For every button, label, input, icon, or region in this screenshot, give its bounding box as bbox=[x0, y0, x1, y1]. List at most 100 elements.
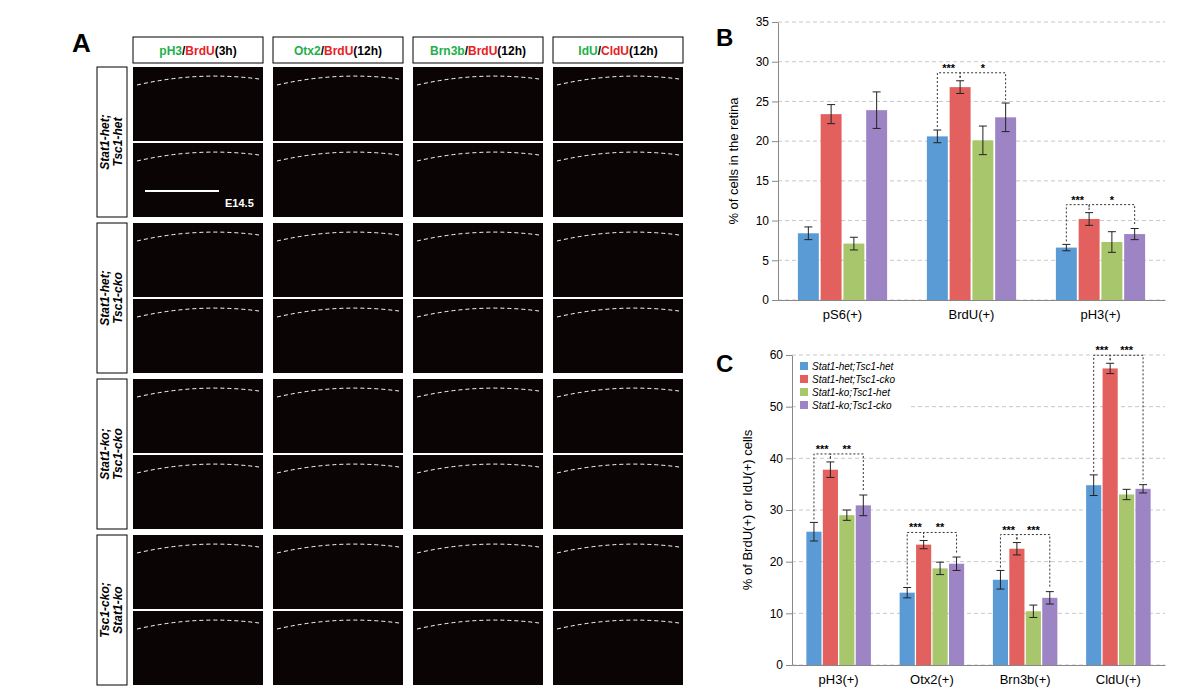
axis-line bbox=[792, 356, 793, 666]
significance-bracket bbox=[1094, 355, 1110, 472]
axis-line bbox=[793, 665, 1166, 666]
bar bbox=[839, 515, 854, 665]
micrograph bbox=[553, 67, 683, 141]
scale-bar bbox=[145, 190, 219, 192]
bar bbox=[843, 244, 864, 300]
significance-bracket bbox=[1066, 205, 1089, 242]
plot-marks bbox=[798, 81, 1145, 300]
y-axis-title: % of cells in the retina bbox=[726, 97, 741, 225]
grid-line bbox=[778, 101, 1165, 102]
micrograph bbox=[133, 223, 263, 297]
tick-mark bbox=[772, 101, 778, 102]
legend-background bbox=[797, 358, 909, 414]
retina-edge bbox=[557, 308, 679, 317]
error-bar bbox=[843, 510, 851, 520]
retina-edge bbox=[557, 464, 679, 473]
legend-label: Stat1-ko;Tsc1-het bbox=[812, 387, 891, 398]
retina-edge bbox=[557, 232, 679, 241]
retina-edge bbox=[417, 620, 539, 629]
category-label: Otx2(+) bbox=[910, 672, 954, 687]
retina-edge bbox=[557, 620, 679, 629]
bar bbox=[933, 568, 948, 665]
error-bar bbox=[956, 81, 964, 94]
column-header-part: (3h) bbox=[215, 44, 237, 58]
error-bar bbox=[1002, 103, 1010, 132]
tick-mark bbox=[772, 141, 778, 142]
retina-edge bbox=[277, 464, 399, 473]
tick: Brn3b(+) bbox=[1000, 672, 1051, 687]
significance-label: ** bbox=[843, 443, 852, 455]
retina-edge bbox=[137, 620, 259, 629]
retina-edge bbox=[417, 388, 539, 397]
column-header-box bbox=[413, 37, 543, 63]
micrograph bbox=[133, 455, 263, 529]
error-bar bbox=[810, 522, 818, 541]
figure: ApH3/BrdU(3h)Otx2/BrdU(12h)Brn3b/BrdU(12… bbox=[0, 0, 1179, 693]
row-label: Stat1-het;Tsc1-cko bbox=[98, 270, 125, 325]
tick-mark bbox=[786, 407, 792, 408]
error-bar bbox=[1139, 485, 1147, 493]
error-bar bbox=[920, 540, 928, 548]
tick-mark bbox=[786, 355, 792, 356]
error-bar bbox=[1090, 475, 1098, 496]
significance-bracket bbox=[937, 73, 960, 127]
chart: 0102030405060pH3(+)Otx2(+)Brn3b(+)CldU(+… bbox=[740, 344, 1166, 687]
micrograph bbox=[133, 379, 263, 453]
micrograph bbox=[413, 143, 543, 217]
significance-label: *** bbox=[1002, 524, 1016, 536]
significance-label: * bbox=[1110, 194, 1115, 206]
row-label-line: Tsc1-cko bbox=[111, 428, 125, 480]
micrograph bbox=[553, 455, 683, 529]
bar bbox=[1103, 368, 1118, 665]
category-label: BrdU(+) bbox=[949, 307, 995, 322]
bar bbox=[1124, 234, 1145, 300]
error-bar bbox=[936, 562, 944, 574]
error-bar bbox=[1029, 605, 1037, 617]
error-bar bbox=[1013, 543, 1021, 555]
axis-line bbox=[778, 23, 779, 301]
column-header: pH3/BrdU(3h) bbox=[159, 44, 236, 58]
significance-label: *** bbox=[909, 521, 923, 533]
significance-label: *** bbox=[816, 443, 830, 455]
micrograph bbox=[273, 67, 403, 141]
tick-mark bbox=[772, 221, 778, 222]
retina-edge bbox=[277, 232, 399, 241]
legend-label: Stat1-het;Tsc1-cko bbox=[812, 374, 895, 385]
column-header-part: (12h) bbox=[497, 44, 526, 58]
tick-label: 0 bbox=[776, 658, 783, 672]
bar bbox=[993, 580, 1008, 665]
column-header: Brn3b/BrdU(12h) bbox=[430, 44, 526, 58]
column-header-part: Brn3b bbox=[430, 44, 465, 58]
significance-label: * bbox=[981, 62, 986, 74]
tick: BrdU(+) bbox=[949, 307, 995, 322]
tick: 10 bbox=[756, 214, 778, 228]
retina-edge bbox=[137, 308, 259, 317]
retina-edge bbox=[417, 152, 539, 161]
grid-line bbox=[778, 61, 1165, 62]
tick-mark bbox=[772, 22, 778, 23]
significance-bracket bbox=[814, 454, 830, 519]
tick-label: 20 bbox=[756, 134, 770, 148]
retina-edge bbox=[277, 544, 399, 553]
plot-marks bbox=[806, 363, 1150, 665]
tick: 10 bbox=[770, 607, 792, 621]
bar bbox=[1086, 485, 1101, 665]
panel-label: B bbox=[716, 24, 733, 51]
tick-label: 60 bbox=[770, 348, 784, 362]
error-bar bbox=[1085, 213, 1093, 226]
micrograph bbox=[553, 611, 683, 685]
micrograph bbox=[273, 223, 403, 297]
bar bbox=[1042, 598, 1057, 665]
row-label-box bbox=[97, 223, 127, 373]
tick-label: 15 bbox=[756, 174, 770, 188]
micrograph bbox=[413, 223, 543, 297]
tick-label: 0 bbox=[762, 293, 769, 307]
error-bar bbox=[859, 495, 867, 516]
axis-line bbox=[779, 300, 1166, 301]
tick: 0 bbox=[776, 658, 792, 672]
column-header-part: Otx2 bbox=[294, 44, 321, 58]
bar bbox=[856, 505, 871, 665]
tick-label: 30 bbox=[756, 55, 770, 69]
tick: 35 bbox=[756, 15, 778, 29]
column-header-part: BrdU bbox=[185, 44, 214, 58]
